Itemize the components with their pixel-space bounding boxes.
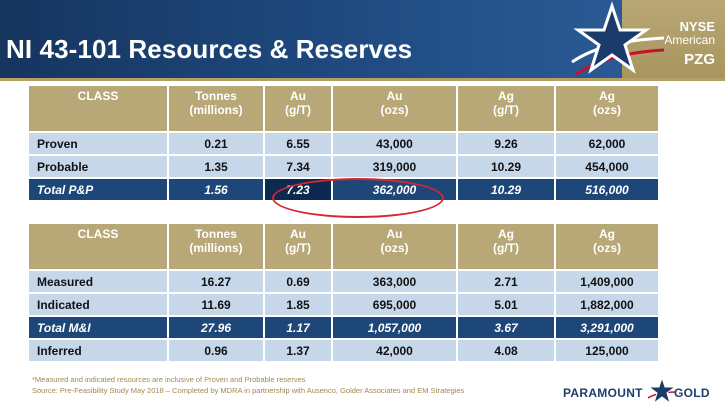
header-cell: Tonnes (millions)	[169, 224, 263, 269]
company-logo: PARAMOUNT GOLD	[563, 376, 723, 410]
table-cell: 1.85	[265, 294, 331, 315]
table-cell: 6.55	[265, 133, 331, 154]
table-row: Probable 1.35 7.34 319,000 10.29 454,000	[29, 156, 658, 177]
table-cell: 1.17	[265, 317, 331, 338]
resources-table: CLASS Tonnes (millions) Au (g/T) Au (ozs) A…	[27, 222, 660, 363]
total-row: Total M&I 27.96 1.17 1,057,000 3.67 3,29…	[29, 317, 658, 338]
table-cell: 43,000	[333, 133, 456, 154]
table-cell: 516,000	[556, 179, 658, 200]
table-cell: 0.21	[169, 133, 263, 154]
table-cell: 1,882,000	[556, 294, 658, 315]
divider	[0, 78, 725, 81]
table-cell: Probable	[29, 156, 167, 177]
page-title: NI 43-101 Resources & Reserves	[6, 34, 413, 64]
table-cell: 11.69	[169, 294, 263, 315]
header-cell: Ag (g/T)	[458, 86, 554, 131]
exchange-label: NYSE	[679, 19, 715, 34]
table-cell: 125,000	[556, 340, 658, 361]
header-cell: Ag (g/T)	[458, 224, 554, 269]
table-cell: 695,000	[333, 294, 456, 315]
table-cell: Inferred	[29, 340, 167, 361]
table-row: Inferred 0.96 1.37 42,000 4.08 125,000	[29, 340, 658, 361]
header-cell: Ag (ozs)	[556, 224, 658, 269]
table-cell: 363,000	[333, 271, 456, 292]
exchange-sublabel: American	[664, 33, 715, 47]
table-cell: 0.69	[265, 271, 331, 292]
table-cell: 1,409,000	[556, 271, 658, 292]
table-cell: 1.35	[169, 156, 263, 177]
table-cell: 5.01	[458, 294, 554, 315]
table-cell: 1.56	[169, 179, 263, 200]
header-cell: Ag (ozs)	[556, 86, 658, 131]
logo-text-left: PARAMOUNT	[563, 386, 643, 400]
table-row: Proven 0.21 6.55 43,000 9.26 62,000	[29, 133, 658, 154]
table-cell: 0.96	[169, 340, 263, 361]
table-cell: 16.27	[169, 271, 263, 292]
table-cell: 4.08	[458, 340, 554, 361]
table-cell: Total P&P	[29, 179, 167, 200]
ticker-symbol: PZG	[684, 51, 715, 68]
header-cell: Au (g/T)	[265, 86, 331, 131]
highlight-oval	[272, 178, 444, 218]
table-cell: 10.29	[458, 156, 554, 177]
table-cell: 10.29	[458, 179, 554, 200]
table-row: Indicated 11.69 1.85 695,000 5.01 1,882,…	[29, 294, 658, 315]
header-cell: CLASS	[29, 86, 167, 131]
table-header-row: CLASS Tonnes (millions) Au (g/T) Au (ozs) A…	[29, 224, 658, 269]
header-cell: Au (ozs)	[333, 86, 456, 131]
star-icon	[648, 376, 676, 405]
star-icon	[566, 0, 666, 82]
table-cell: Measured	[29, 271, 167, 292]
table-cell: 1.37	[265, 340, 331, 361]
logo-text-right: GOLD	[674, 386, 710, 400]
table-cell: 454,000	[556, 156, 658, 177]
header-cell: Au (ozs)	[333, 224, 456, 269]
header-cell: Au (g/T)	[265, 224, 331, 269]
table-cell: Indicated	[29, 294, 167, 315]
table-cell: 62,000	[556, 133, 658, 154]
title-banner: NI 43-101 Resources & Reserves	[0, 0, 622, 78]
table-cell: 1,057,000	[333, 317, 456, 338]
table-cell: 27.96	[169, 317, 263, 338]
table-cell: 2.71	[458, 271, 554, 292]
table-cell: 319,000	[333, 156, 456, 177]
source-note: Source: Pre-Feasibility Study May 2018 –…	[32, 386, 465, 395]
footnote: *Measured and indicated resources are in…	[32, 375, 306, 384]
table-cell: 3.67	[458, 317, 554, 338]
table-cell: 3,291,000	[556, 317, 658, 338]
table-row: Measured 16.27 0.69 363,000 2.71 1,409,0…	[29, 271, 658, 292]
table-cell: 42,000	[333, 340, 456, 361]
table-cell: Proven	[29, 133, 167, 154]
table-header-row: CLASS Tonnes (millions) Au (g/T) Au (ozs) A…	[29, 86, 658, 131]
table-cell: 7.34	[265, 156, 331, 177]
header-cell: CLASS	[29, 224, 167, 269]
header-cell: Tonnes (millions)	[169, 86, 263, 131]
table-cell: Total M&I	[29, 317, 167, 338]
table-cell: 9.26	[458, 133, 554, 154]
